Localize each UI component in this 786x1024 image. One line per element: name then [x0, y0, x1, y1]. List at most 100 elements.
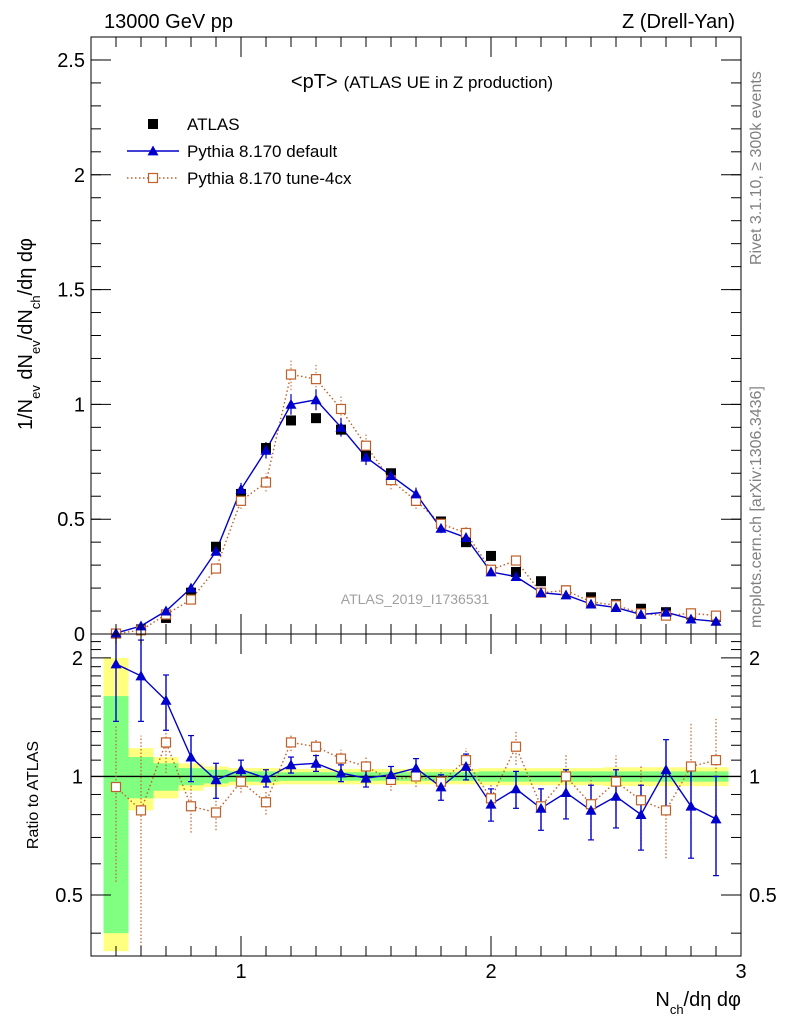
ratio-tune4cx-point-0 [110, 781, 122, 793]
default-point-17 [535, 587, 547, 598]
default-point-7 [285, 398, 297, 409]
ratio-default-point-18 [560, 787, 572, 797]
ratio-panel: 0.5 0.5 1 1 2 2 1 2 3 [55, 633, 777, 983]
ratio-tune4cx-point-12 [410, 771, 422, 782]
ratio-default-point-1 [135, 670, 147, 681]
ratio-default-point-15 [485, 798, 497, 809]
default-point-3 [185, 582, 197, 593]
analysis-id: ATLAS_2019_I1736531 [341, 591, 490, 607]
main-title-note: (ATLAS UE in Z production) [344, 73, 553, 92]
header-left: 13000 GeV pp [104, 11, 233, 33]
legend-label-0: ATLAS [187, 115, 240, 134]
tune4cx-point-10 [360, 440, 372, 451]
default-point-22 [660, 606, 672, 617]
default-point-13 [435, 522, 447, 533]
ratio-default-point-9 [335, 767, 347, 778]
tune4cx-point-6 [260, 477, 272, 488]
ratio-tune4cx-point-18 [560, 771, 572, 782]
ratio-default-point-19 [585, 804, 597, 815]
ratio-default-point-21 [635, 809, 647, 820]
default-point-18 [560, 589, 572, 600]
ratio-tune4cx-point-10 [360, 761, 372, 772]
ratio-tune4cx-point-22 [660, 805, 672, 816]
default-point-2 [160, 605, 172, 616]
main-title: <pT> (ATLAS UE in Z production) [291, 71, 553, 93]
tune4cx-point-9 [335, 403, 347, 415]
ratio-default-point-10 [360, 772, 372, 783]
tune4cx-point-8 [310, 374, 322, 385]
ratio-tune4cx-point-7 [285, 737, 297, 748]
atlas-point-3 [186, 587, 196, 598]
atlas-point-7 [286, 415, 296, 426]
tune4cx-point-4 [210, 563, 222, 574]
default-point-20 [610, 602, 622, 612]
ratio-default-point-13 [435, 781, 447, 792]
main-ytick-label-3: 1.5 [57, 280, 85, 302]
default-point-8 [310, 394, 322, 405]
main-ytick-label-4: 2 [74, 165, 85, 187]
ratio-default-point-17 [535, 802, 547, 813]
default-point-5 [235, 483, 247, 494]
main-ylabel: 1/Nev dNev/dNch/dη dφ [15, 238, 43, 430]
ratio-default-point-3 [185, 751, 197, 762]
default-point-24 [710, 615, 722, 626]
x-axis-label: Nch/dη dφ [655, 989, 741, 1017]
ratio-ytick-label-right-0: 0.5 [749, 885, 777, 907]
side-text-top: Rivet 3.1.10, ≥ 300k events [748, 71, 765, 265]
ratio-tune4cx-point-8 [310, 741, 322, 752]
atlas-point-5 [236, 488, 246, 499]
default-point-15 [485, 566, 497, 577]
legend-marker-atlas [148, 119, 158, 129]
ratio-ylabel: Ratio to ATLAS [25, 741, 42, 849]
x-tick-label-1: 2 [485, 961, 496, 983]
ratio-default-point-7 [285, 759, 297, 770]
atlas-point-8 [311, 413, 321, 424]
tune4cx-point-3 [185, 594, 197, 605]
ratio-tune4cx-point-3 [185, 801, 197, 812]
default-point-4 [210, 545, 222, 556]
ratio-default-point-20 [610, 790, 622, 801]
ratio-tune4cx-point-6 [260, 797, 272, 808]
ratio-default-point-16 [510, 783, 522, 794]
ratio-tune4cx-point-21 [635, 795, 647, 806]
atlas-point-14 [461, 537, 471, 548]
legend-label-2: Pythia 8.170 tune-4cx [187, 169, 352, 188]
legend: ATLAS Pythia 8.170 default Pythia 8.170 tu… [127, 115, 352, 188]
legend-label-1: Pythia 8.170 default [187, 142, 338, 161]
tune4cx-point-5 [235, 495, 247, 506]
ratio-default-point-2 [160, 694, 172, 705]
default-point-10 [360, 451, 372, 462]
ratio-ytick-label-0: 0.5 [55, 885, 83, 907]
ratio-tune4cx-point-24 [710, 755, 722, 766]
ratio-default-point-11 [385, 769, 397, 780]
x-tick-label-0: 1 [235, 961, 246, 983]
legend-marker-default [147, 145, 159, 156]
ratio-default-point-24 [710, 813, 722, 824]
main-ytick-label-5: 2.5 [57, 50, 85, 72]
default-point-6 [260, 444, 272, 455]
ratio-frame [90, 633, 742, 957]
ratio-ytick-label-1: 1 [72, 766, 83, 788]
default-point-12 [410, 488, 422, 499]
ratio-tune4cx-point-4 [210, 807, 222, 818]
main-title-main: <pT> [291, 71, 338, 93]
tune4cx-point-16 [510, 555, 522, 566]
x-tick-label-2: 3 [735, 961, 746, 983]
ratio-default-line [115, 663, 717, 820]
header-right: Z (Drell-Yan) [622, 11, 735, 33]
legend-marker-tune4cx [147, 172, 159, 184]
ratio-default-point-0 [110, 658, 122, 669]
main-panel: 0 0.5 1 1.5 2 2.5 <pT> (ATLAS UE in Z producti… [57, 36, 742, 646]
ratio-tune4cx-point-20 [610, 776, 622, 787]
main-ytick-label-0: 0 [74, 624, 85, 646]
ratio-tune4cx-point-23 [685, 761, 697, 772]
ratio-tune4cx-point-1 [135, 805, 147, 816]
ratio-tune4cx-point-9 [335, 753, 347, 764]
ratio-default-point-22 [660, 764, 672, 775]
ratio-tune4cx-point-5 [235, 776, 247, 787]
atlas-point-15 [486, 550, 496, 561]
default-point-16 [510, 571, 522, 581]
ratio-ytick-label-right-2: 2 [749, 648, 760, 670]
ratio-tune4cx-point-16 [510, 741, 522, 752]
ratio-default-point-14 [460, 760, 472, 771]
